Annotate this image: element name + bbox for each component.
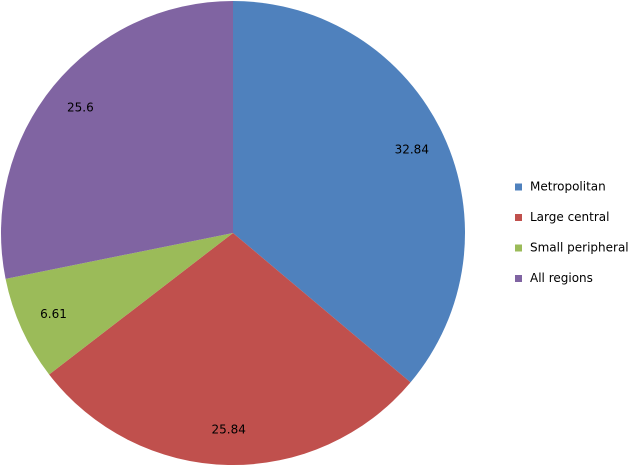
legend-swatch	[515, 275, 522, 282]
legend-label: Metropolitan	[530, 180, 606, 194]
data-label: 32.84	[395, 142, 429, 156]
data-label: 25.84	[212, 423, 246, 437]
legend-label: Small peripheral	[530, 241, 629, 255]
legend-label: All regions	[530, 271, 593, 285]
data-label: 6.61	[40, 307, 67, 321]
pie-slice	[233, 1, 465, 383]
legend-label: Large central	[530, 210, 610, 224]
legend-swatch	[515, 183, 522, 191]
data-label: 25.6	[67, 101, 94, 115]
legend-swatch	[515, 214, 522, 221]
pie-slice	[5, 233, 234, 375]
pie-slice	[49, 233, 411, 465]
legend-swatch	[515, 244, 522, 252]
pie-slice	[0, 1, 233, 279]
